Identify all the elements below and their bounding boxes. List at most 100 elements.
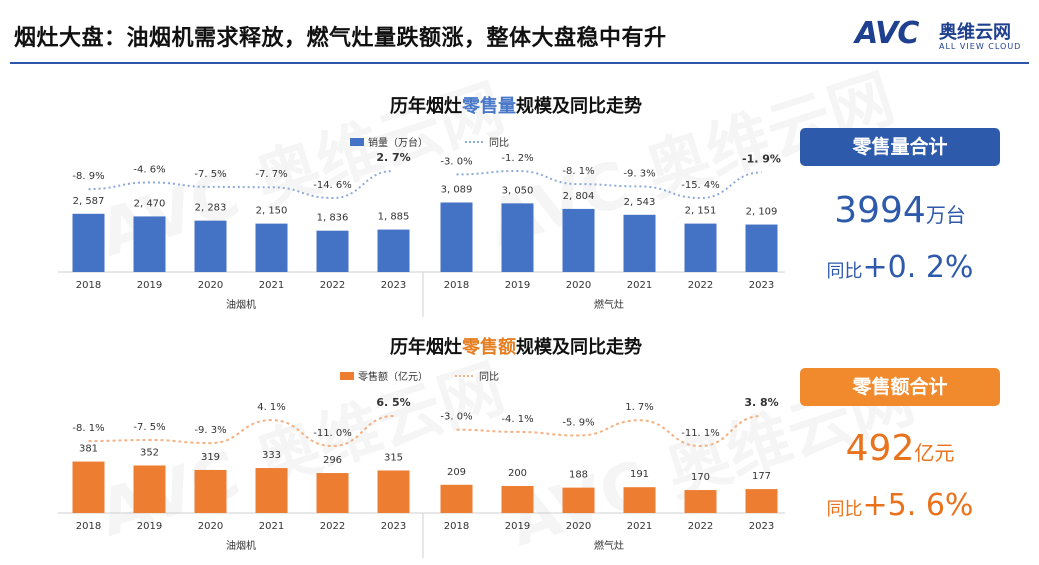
- group-label: 燃气灶: [594, 539, 624, 552]
- volume-total-yoy: 同比+0. 2%: [826, 250, 974, 285]
- bar: [377, 229, 410, 272]
- legend-label: 零售额（亿元）: [358, 370, 428, 383]
- x-tick-label: 2020: [566, 280, 591, 291]
- bar-value-label: 177: [752, 471, 771, 482]
- bar-value-label: 319: [201, 452, 220, 463]
- volume-total-value: 3994万台: [834, 190, 966, 231]
- bar-value-label: 2, 804: [563, 191, 595, 202]
- x-tick-label: 2018: [76, 521, 101, 532]
- bar-value-label: 296: [323, 455, 342, 466]
- revenue-total-value: 492亿元: [845, 428, 955, 469]
- x-tick-label: 2022: [320, 521, 345, 532]
- bar: [562, 487, 595, 513]
- bar: [562, 208, 595, 272]
- x-tick-label: 2019: [505, 280, 530, 291]
- bar: [684, 490, 717, 513]
- yoy-label: -7. 5%: [133, 422, 165, 433]
- bar: [316, 473, 349, 513]
- yoy-label: -11. 0%: [313, 428, 352, 439]
- x-tick-label: 2018: [444, 280, 469, 291]
- yoy-label: -15. 4%: [681, 180, 720, 191]
- revenue-panel-title: 历年烟灶零售额规模及同比走势: [390, 337, 642, 358]
- bar-value-label: 381: [79, 444, 98, 455]
- yoy-label: -11. 1%: [681, 428, 720, 439]
- bar: [72, 213, 105, 272]
- yoy-label: -8. 1%: [562, 166, 594, 177]
- bar-value-label: 2, 109: [746, 207, 778, 218]
- bar: [316, 230, 349, 272]
- yoy-label: 4. 1%: [257, 402, 286, 413]
- bar: [501, 486, 534, 513]
- x-tick-label: 2021: [627, 521, 652, 532]
- bar: [377, 470, 410, 513]
- bar-value-label: 3, 050: [502, 185, 534, 196]
- x-tick-label: 2022: [688, 280, 713, 291]
- x-tick-label: 2022: [320, 280, 345, 291]
- bar: [194, 220, 227, 272]
- yoy-label: -5. 9%: [562, 418, 594, 429]
- bar: [72, 461, 105, 513]
- group-label: 油烟机: [226, 298, 256, 311]
- volume-total-box: 零售量合计: [800, 128, 1000, 166]
- bar-value-label: 2, 150: [256, 206, 288, 217]
- yoy-label: 2. 7%: [376, 151, 410, 164]
- bar-value-label: 352: [140, 447, 159, 458]
- bar-value-label: 191: [630, 469, 649, 480]
- x-tick-label: 2023: [381, 280, 406, 291]
- x-tick-label: 2019: [137, 521, 162, 532]
- bar-value-label: 2, 543: [624, 197, 656, 208]
- bar-value-label: 315: [384, 452, 403, 463]
- revenue-total-box: 零售额合计: [800, 368, 1000, 406]
- legend-swatch: [340, 372, 354, 380]
- bar-value-label: 2, 470: [134, 198, 166, 209]
- bar: [440, 484, 473, 513]
- logo-avc-text: AVC: [855, 16, 919, 51]
- x-tick-label: 2023: [381, 521, 406, 532]
- bar-value-label: 200: [508, 468, 527, 479]
- yoy-label: 6. 5%: [376, 396, 410, 409]
- yoy-label: -7. 5%: [194, 169, 226, 180]
- bar: [745, 489, 778, 513]
- yoy-label: 1. 7%: [625, 402, 654, 413]
- bar-value-label: 2, 151: [685, 206, 717, 217]
- bar-value-label: 1, 885: [378, 212, 410, 223]
- group-label: 燃气灶: [594, 298, 624, 311]
- legend-swatch: [350, 138, 364, 146]
- legend-label: 同比: [479, 371, 499, 383]
- yoy-line: [456, 415, 762, 448]
- yoy-label: -8. 9%: [72, 171, 104, 182]
- bar-value-label: 188: [569, 470, 588, 481]
- bar: [255, 223, 288, 272]
- legend-label: 同比: [489, 137, 509, 149]
- legend-label: 销量（万台）: [368, 136, 428, 149]
- x-tick-label: 2020: [198, 521, 223, 532]
- x-tick-label: 2023: [749, 521, 774, 532]
- bar: [745, 224, 778, 272]
- x-tick-label: 2018: [444, 521, 469, 532]
- bar-value-label: 1, 836: [317, 213, 349, 224]
- logo-en-text: ALL VIEW CLOUD: [939, 42, 1022, 51]
- bar: [255, 468, 288, 513]
- x-tick-label: 2021: [259, 280, 284, 291]
- x-tick-label: 2019: [137, 280, 162, 291]
- x-tick-label: 2019: [505, 521, 530, 532]
- yoy-label: -4. 1%: [501, 414, 533, 425]
- bar: [623, 214, 656, 272]
- yoy-label: -3. 0%: [440, 412, 472, 423]
- yoy-line: [456, 169, 762, 200]
- group-label: 油烟机: [226, 539, 256, 552]
- yoy-label: -9. 3%: [623, 168, 655, 179]
- x-tick-label: 2023: [749, 280, 774, 291]
- yoy-line: [88, 170, 394, 200]
- bar-value-label: 170: [691, 472, 710, 483]
- bar-value-label: 209: [447, 467, 466, 478]
- yoy-label: -7. 7%: [255, 169, 287, 180]
- page-title: 烟灶大盘：油烟机需求释放，燃气灶量跌额涨，整体大盘稳中有升: [14, 26, 667, 51]
- bar: [440, 202, 473, 272]
- bar: [684, 223, 717, 272]
- yoy-label: 3. 8%: [744, 396, 778, 409]
- bar: [133, 216, 166, 272]
- x-tick-label: 2021: [259, 521, 284, 532]
- x-tick-label: 2022: [688, 521, 713, 532]
